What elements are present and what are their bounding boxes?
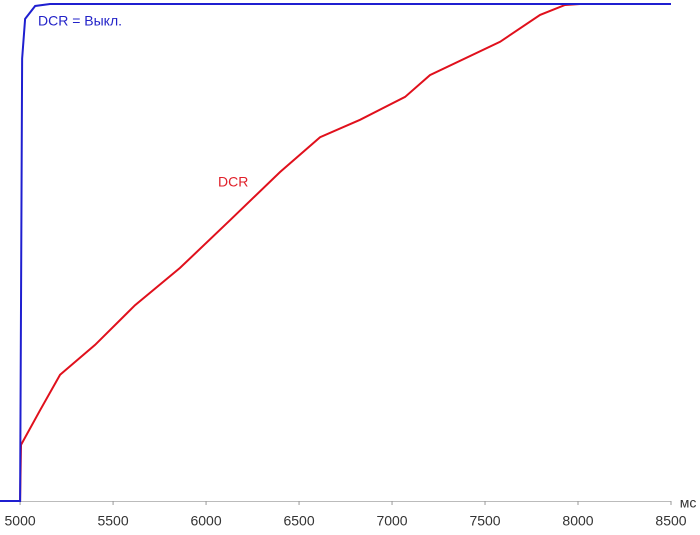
- x-tick-label: 8500: [655, 513, 686, 529]
- line-series: [0, 3, 671, 502]
- x-tick-label: 8000: [562, 513, 593, 529]
- x-tick-label: 5500: [97, 513, 128, 529]
- annotation: DCR = Выкл.: [38, 13, 122, 29]
- x-tick-label: 6000: [190, 513, 221, 529]
- line-series: [0, 3, 671, 502]
- x-tick-label: 5000: [5, 513, 36, 529]
- x-axis-label: мс: [680, 495, 697, 511]
- x-tick-label: 6500: [283, 513, 314, 529]
- annotation: DCR: [218, 174, 248, 190]
- x-tick-label: 7000: [376, 513, 407, 529]
- x-tick-label: 7500: [469, 513, 500, 529]
